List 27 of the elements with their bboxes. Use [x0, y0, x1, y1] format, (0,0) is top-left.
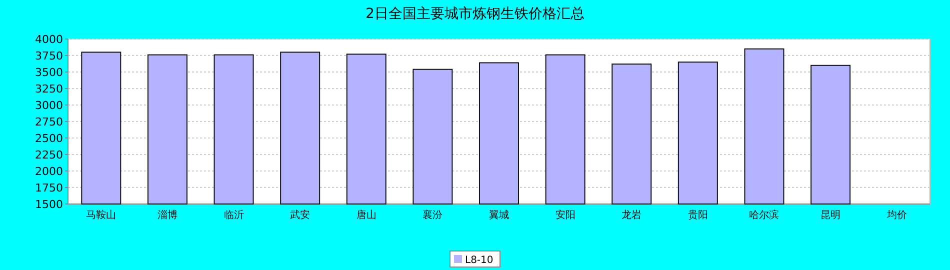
y-tick-label: 2000 — [35, 165, 63, 178]
legend: L8-10 — [450, 250, 500, 268]
y-tick-label: 3250 — [35, 82, 63, 96]
x-tick-label: 龙岩 — [622, 209, 642, 221]
x-tick-label: 武安 — [290, 209, 310, 221]
x-tick-label: 翼城 — [489, 209, 509, 221]
y-tick-label: 3500 — [35, 66, 63, 79]
x-tick-label: 昆明 — [820, 210, 841, 221]
y-tick-label: 1750 — [35, 182, 63, 194]
x-tick-label: 哈尔滨 — [749, 209, 780, 221]
chart-title: 2日全国主要城市炼钢生铁价格汇总 — [366, 6, 584, 22]
x-tick-label: 贵阳 — [688, 209, 708, 221]
y-tick-label: 2750 — [35, 116, 63, 128]
x-tick-label: 均价 — [886, 209, 907, 221]
y-tick-label: 2500 — [35, 132, 63, 145]
y-tick-label: 3000 — [35, 99, 63, 112]
x-tick-label: 唐山 — [356, 209, 376, 221]
y-tick-label: 1500 — [35, 198, 63, 211]
x-tick-label: 马鞍山 — [86, 209, 116, 221]
x-tick-label: 襄汾 — [422, 209, 443, 221]
x-tick-label: 安阳 — [555, 209, 576, 221]
legend-label: L8-10 — [465, 255, 494, 266]
x-tick-label: 临沂 — [224, 209, 244, 221]
x-tick-label: 淄博 — [157, 209, 178, 221]
y-tick-label: 4000 — [35, 33, 63, 46]
y-tick-label: 2250 — [35, 148, 63, 162]
y-tick-label: 3750 — [35, 50, 63, 62]
